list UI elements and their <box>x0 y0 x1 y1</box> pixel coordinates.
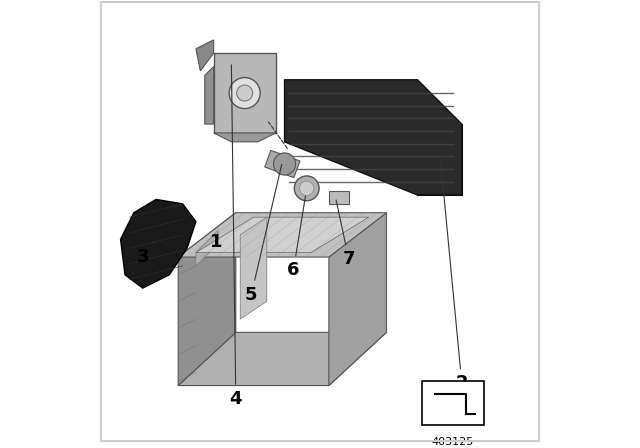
Polygon shape <box>214 133 276 142</box>
Polygon shape <box>196 40 214 71</box>
Polygon shape <box>214 53 276 133</box>
Bar <box>329 190 349 204</box>
Polygon shape <box>120 199 196 288</box>
Circle shape <box>273 153 296 175</box>
Text: 4: 4 <box>230 65 242 408</box>
Polygon shape <box>196 217 369 253</box>
Circle shape <box>294 176 319 201</box>
Text: 7: 7 <box>336 200 355 268</box>
Text: 2: 2 <box>440 154 468 392</box>
Text: 403125: 403125 <box>432 436 474 447</box>
Text: 1: 1 <box>210 233 222 250</box>
Bar <box>265 151 300 177</box>
Circle shape <box>300 181 314 195</box>
Circle shape <box>229 78 260 108</box>
Polygon shape <box>240 217 267 319</box>
Polygon shape <box>285 80 462 195</box>
Text: 3: 3 <box>136 241 154 266</box>
Text: 6: 6 <box>287 191 307 280</box>
Polygon shape <box>196 230 218 266</box>
Polygon shape <box>205 66 214 124</box>
Polygon shape <box>329 213 387 386</box>
Polygon shape <box>178 213 387 257</box>
Text: 5: 5 <box>245 164 282 304</box>
Polygon shape <box>178 213 236 386</box>
Bar <box>422 381 484 426</box>
Circle shape <box>237 85 253 101</box>
Polygon shape <box>178 332 387 386</box>
